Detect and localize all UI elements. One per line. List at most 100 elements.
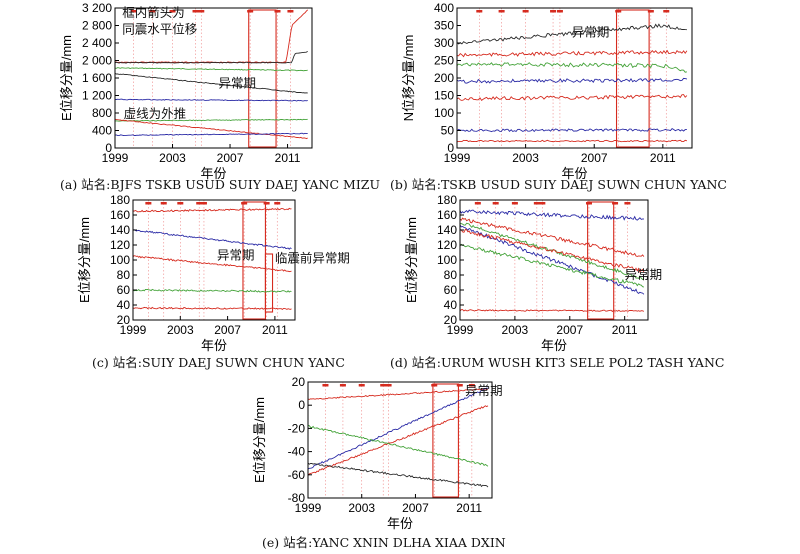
y-tick-label: 80 [444,268,458,282]
y-tick-label: 40 [117,298,131,312]
caption-a: (a) 站名:BJFS TSKB USUD SUIY DAEJ YANC MIZ… [60,177,380,192]
event-marker-tag [624,202,631,205]
event-marker-tag [539,202,546,205]
event-marker-tag [274,10,281,13]
y-tick-label: 140 [437,223,457,237]
data-series-line [456,49,688,58]
y-tick-label: 120 [437,238,457,252]
event-marker-tag [358,384,365,387]
y-tick-label: 50 [441,124,455,138]
x-tick-label: 2003 [159,151,186,165]
data-series-line [459,243,645,288]
x-tick-label: 1999 [444,151,471,165]
caption-b: (b) 站名:TSKB USUD SUIY DAEJ SUWN CHUN YAN… [390,177,727,192]
chart-annotation: 框内箭头为 [122,5,185,20]
x-axis-label: 年份 [561,166,587,181]
y-tick-label: 100 [437,253,457,267]
x-axis-label: 年份 [200,166,226,181]
y-tick-label: 400 [434,1,454,15]
y-tick-label: 350 [434,19,454,33]
x-tick-label: 2011 [275,151,301,165]
y-tick-label: 0 [447,141,454,155]
x-tick-label: 1999 [102,151,129,165]
event-marker-tag [522,10,529,13]
data-series-line [132,207,292,213]
anomaly-window-box [615,9,650,148]
y-tick-label: 100 [434,106,454,120]
data-series-line [114,51,308,64]
chart-annotation: 异常期 [217,248,255,262]
data-series-line [459,224,645,295]
chart-annotation: 异常期 [465,384,503,398]
pre-anomaly-window-box [264,253,274,313]
event-marker-tag [456,384,463,387]
x-tick-label: 2007 [556,323,583,337]
event-marker-tag [468,384,475,387]
x-tick-label: 2003 [502,323,529,337]
y-tick-label: 150 [434,89,454,103]
y-tick-label: 2 000 [82,54,112,68]
data-series-line [307,405,489,476]
event-marker-tag [287,10,294,13]
event-marker-tag [322,384,329,387]
y-tick-label: 20 [292,375,306,389]
y-tick-label: 2 400 [82,36,112,50]
data-series-line [114,98,308,102]
caption-c: (c) 站名:SUIY DAEJ SUWN CHUN YANC [92,355,345,370]
anomaly-window-box [432,383,459,498]
x-tick-label: 2003 [348,501,375,515]
y-axis-label: E位移分量/mm [59,35,74,121]
y-tick-label: 250 [434,54,454,68]
y-tick-label: 180 [437,193,457,207]
chart-annotation: 异常期 [625,268,663,282]
data-series-line [456,62,688,73]
event-marker-tag [149,10,156,13]
y-tick-label: 80 [117,268,131,282]
x-axis-label: 年份 [541,338,567,353]
data-series-line [114,67,308,72]
event-marker-tag [647,10,654,13]
x-axis-label: 年份 [201,338,227,353]
data-series-line [307,424,489,467]
y-tick-label: 140 [110,223,130,237]
y-tick-label: 60 [117,283,131,297]
data-series-line [456,77,688,84]
data-series-line [459,209,644,221]
y-tick-label: 0 [298,398,305,412]
event-marker-tag [663,10,670,13]
anomaly-window-box [248,9,277,148]
data-series-line [114,118,308,140]
event-marker-tag [145,202,152,205]
x-tick-label: 2007 [217,151,244,165]
chart-annotation: 异常期 [219,77,257,91]
y-tick-label: -60 [288,468,306,482]
chart-panel-e: -80 -60 -40 -20 0 20 1999 2003 2007 2011 E位移分量/mm 年… [200,375,600,554]
y-tick-label: 120 [110,238,130,252]
y-tick-label: 20 [117,313,131,327]
y-axis-label: N位移分量/mm [401,35,416,122]
event-marker-tag [474,202,481,205]
event-marker-tag [492,202,499,205]
event-marker-tag [241,202,248,205]
y-axis-label: E位移分量/mm [404,217,419,303]
event-marker-tag [169,10,176,13]
y-tick-label: 1 200 [82,89,112,103]
x-tick-label: 2011 [612,323,638,337]
x-tick-label: 2011 [456,501,482,515]
y-tick-label: 400 [92,124,112,138]
data-series-line [114,118,308,122]
x-tick-label: 1999 [120,323,147,337]
caption-e: (e) 站名:YANC XNIN DLHA XIAA DXIN [262,535,506,550]
event-marker-tag [192,10,199,13]
data-series-line [307,462,489,488]
chart-annotation: 临震前异常期 [275,250,350,265]
y-tick-label: 160 [437,208,457,222]
anomaly-window-box [587,201,615,320]
x-tick-label: 2011 [262,323,288,337]
y-tick-label: 180 [110,193,130,207]
event-marker-tag [198,10,205,13]
data-series-line [132,306,292,310]
chart-e: -80 -60 -40 -20 0 20 1999 2003 2007 2011 E位移分量/mm 年… [252,375,503,531]
x-tick-label: 2007 [402,501,429,515]
chart-b: 0 50 100 150 200 250 300 350 400 1999 2003 2007 2011… [401,1,693,181]
